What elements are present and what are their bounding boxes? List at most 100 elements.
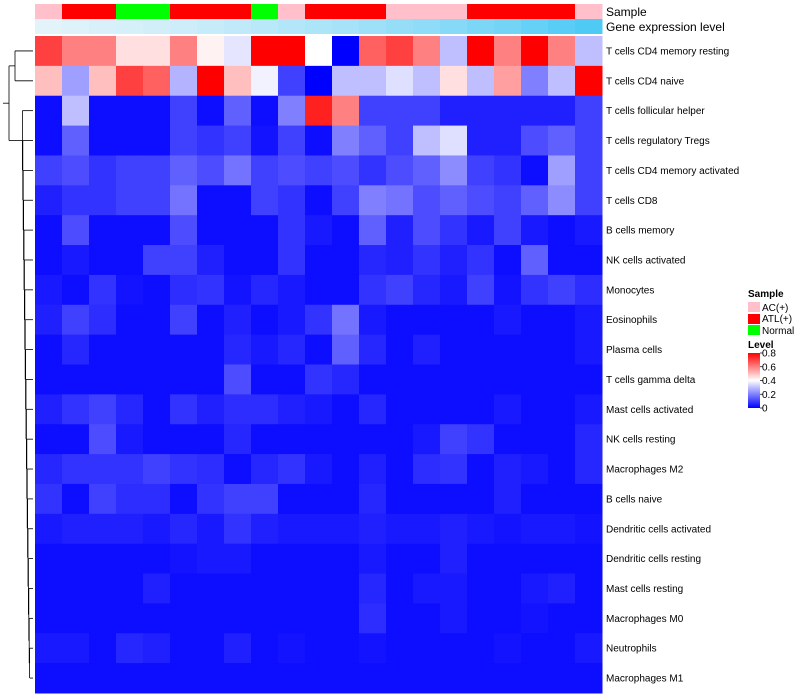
heatmap-cell bbox=[143, 633, 171, 664]
heatmap-cell bbox=[413, 304, 441, 336]
heatmap-cell bbox=[143, 65, 171, 97]
row-label: NK cells activated bbox=[606, 255, 685, 266]
heatmap-cell bbox=[170, 394, 198, 425]
heatmap-cell bbox=[251, 215, 279, 246]
heatmap-cell bbox=[413, 215, 441, 246]
heatmap-cell bbox=[170, 364, 198, 395]
heatmap-cell bbox=[170, 274, 198, 306]
heatmap-cell bbox=[224, 65, 252, 97]
heatmap-cell bbox=[386, 304, 414, 336]
heatmap-cell bbox=[467, 483, 495, 515]
heatmap-cell bbox=[467, 603, 495, 634]
row-label: Macrophages M1 bbox=[606, 674, 684, 685]
heatmap-cell bbox=[440, 633, 468, 664]
heatmap-cell bbox=[548, 65, 576, 97]
sample-annotation-cell bbox=[278, 4, 306, 19]
sample-annotation-cell bbox=[197, 4, 225, 19]
heatmap-cell bbox=[575, 454, 603, 485]
heatmap-cell bbox=[116, 424, 144, 455]
heatmap-cell bbox=[548, 483, 576, 515]
heatmap-cell bbox=[332, 633, 360, 664]
heatmap-cell bbox=[575, 543, 603, 575]
heatmap-cell bbox=[494, 424, 522, 455]
sample-annotation-title: Sample bbox=[606, 5, 647, 19]
heatmap-cell bbox=[413, 543, 441, 575]
gene-expression-annotation-cell bbox=[575, 19, 603, 34]
heatmap-cell bbox=[413, 125, 441, 156]
level-ticks: 0.8 0.6 0.4 0.2 0 bbox=[760, 349, 776, 415]
heatmap-cell bbox=[521, 424, 549, 455]
heatmap-cell bbox=[116, 573, 144, 604]
heatmap-cell bbox=[521, 125, 549, 156]
row-label: Eosinophils bbox=[606, 315, 657, 326]
heatmap-cell bbox=[332, 245, 360, 276]
heatmap-cell bbox=[359, 95, 387, 127]
heatmap-cell bbox=[170, 483, 198, 515]
heatmap-cell bbox=[35, 424, 63, 455]
heatmap-cell bbox=[305, 36, 333, 67]
heatmap-cell bbox=[440, 274, 468, 306]
heatmap-cell bbox=[332, 394, 360, 425]
heatmap-cell bbox=[35, 215, 63, 246]
heatmap-cell bbox=[251, 65, 279, 97]
heatmap-cell bbox=[548, 394, 576, 425]
heatmap-cell bbox=[467, 454, 495, 485]
sample-annotation-cell bbox=[440, 4, 468, 19]
heatmap-cell bbox=[62, 603, 90, 634]
heatmap-cell bbox=[35, 603, 63, 634]
heatmap-cell bbox=[62, 513, 90, 545]
heatmap-cell bbox=[278, 304, 306, 336]
heatmap-cell bbox=[62, 274, 90, 306]
heatmap-cell bbox=[143, 304, 171, 336]
heatmap-cell bbox=[332, 483, 360, 515]
level-tick-label: 0 bbox=[762, 404, 768, 415]
heatmap-cell bbox=[251, 364, 279, 395]
heatmap-cell bbox=[332, 334, 360, 365]
heatmap-cell bbox=[440, 215, 468, 246]
heatmap-cell bbox=[62, 543, 90, 575]
sample-legend: Sample AC(+) ATL(+) Normal bbox=[748, 289, 794, 337]
heatmap-cell bbox=[116, 543, 144, 575]
sample-annotation-cell bbox=[116, 4, 144, 19]
heatmap-cell bbox=[575, 125, 603, 156]
heatmap-cell bbox=[548, 663, 576, 694]
heatmap-cell bbox=[305, 334, 333, 365]
heatmap-cell bbox=[116, 513, 144, 545]
heatmap-cell bbox=[494, 483, 522, 515]
heatmap-cell bbox=[170, 633, 198, 664]
heatmap-cell bbox=[359, 454, 387, 485]
heatmap-cell bbox=[440, 155, 468, 186]
heatmap-cell bbox=[35, 513, 63, 545]
heatmap-cell bbox=[197, 663, 225, 694]
heatmap-cell bbox=[62, 334, 90, 365]
heatmap-cell bbox=[386, 603, 414, 634]
row-label: T cells follicular helper bbox=[606, 106, 705, 117]
heatmap-cell bbox=[35, 274, 63, 306]
heatmap-cell bbox=[548, 573, 576, 604]
heatmap-cell bbox=[359, 663, 387, 694]
heatmap-cell bbox=[386, 483, 414, 515]
heatmap-cell bbox=[305, 663, 333, 694]
heatmap-cell bbox=[413, 95, 441, 127]
gene-expression-annotation-cell bbox=[548, 19, 576, 34]
heatmap-cell bbox=[197, 304, 225, 336]
heatmap-cell bbox=[305, 185, 333, 216]
heatmap-cell bbox=[143, 603, 171, 634]
heatmap-cell bbox=[548, 304, 576, 336]
heatmap-cell bbox=[170, 155, 198, 186]
heatmap-cell bbox=[197, 65, 225, 97]
heatmap-cell bbox=[440, 424, 468, 455]
heatmap-cell bbox=[170, 454, 198, 485]
heatmap-cell bbox=[386, 125, 414, 156]
heatmap-cell bbox=[89, 95, 117, 127]
heatmap-cell bbox=[305, 573, 333, 604]
heatmap-cell bbox=[278, 274, 306, 306]
heatmap-cell bbox=[413, 155, 441, 186]
heatmap-cell bbox=[305, 513, 333, 545]
heatmap-cell bbox=[35, 364, 63, 395]
heatmap-cell bbox=[278, 36, 306, 67]
heatmap-cell bbox=[278, 603, 306, 634]
heatmap-cell bbox=[440, 95, 468, 127]
row-label: Macrophages M2 bbox=[606, 465, 684, 476]
